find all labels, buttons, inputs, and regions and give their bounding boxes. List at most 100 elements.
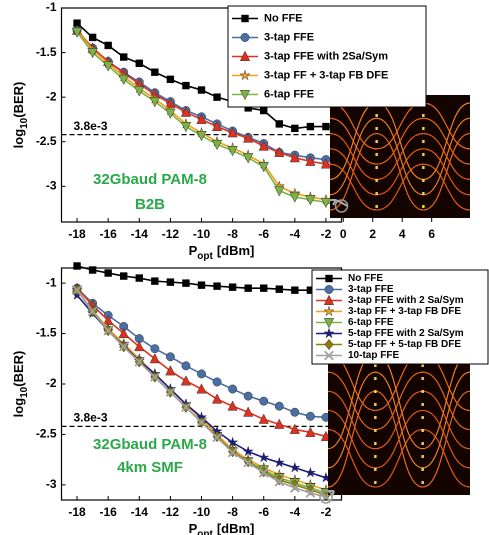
marker <box>307 123 314 130</box>
marker <box>73 262 80 269</box>
x-tick-label: -2 <box>321 505 332 519</box>
x-tick-label: -10 <box>193 227 211 241</box>
y-tick-label: -2 <box>46 89 57 103</box>
marker <box>213 282 220 289</box>
y-tick-label: -3 <box>46 477 57 491</box>
inset-x-tick-label: 6 <box>428 227 435 241</box>
marker <box>182 279 189 286</box>
marker <box>291 408 299 416</box>
marker <box>260 107 267 114</box>
x-tick-label: -8 <box>227 227 238 241</box>
x-tick-label: -8 <box>227 505 238 519</box>
marker <box>198 281 205 288</box>
chart: -1-1.5-2-2.5-3-18-16-14-12-10-8-6-4-2Pop… <box>11 262 488 535</box>
marker <box>228 146 237 155</box>
y-axis-label: log10(BER) <box>11 82 29 149</box>
legend-label: 5-tap FFE with 2 Sa/Sym <box>348 328 464 339</box>
legend-label: 10-tap FFE <box>348 350 399 361</box>
x-label-unit: [dBm] <box>217 521 255 535</box>
legend-label: No FFE <box>264 12 303 24</box>
x-label-main: P <box>189 521 198 535</box>
eye-diagram <box>330 95 470 218</box>
y-tick-label: -2.5 <box>36 427 57 441</box>
marker <box>259 452 269 461</box>
x-tick-label: -14 <box>131 227 149 241</box>
x-tick-label: -12 <box>162 505 180 519</box>
marker <box>197 131 206 140</box>
figure: -1 -1.5 -2 -2.5 -3 -18 -16 -14 -12 -10 -8 -6 -4 -2 Pop… <box>0 0 489 535</box>
page: {"chart_data": [ {"type": "line", "x": [… <box>0 0 489 535</box>
marker <box>197 370 205 378</box>
annotation: 32Gbaud PAM-8 <box>93 171 207 188</box>
legend-label: 3-tap FF + 3-tap FB DFE <box>348 306 461 317</box>
legend-label: No FFE <box>348 273 383 284</box>
y-label-sub: 10 <box>19 117 30 129</box>
marker <box>197 384 206 393</box>
marker <box>274 457 284 466</box>
inset-x-tick-label: 2 <box>369 227 376 241</box>
x-tick-label: -18 <box>68 505 86 519</box>
legend-label: 6-tap FFE <box>348 317 394 328</box>
legend-label: 3-tap FFE <box>264 31 314 43</box>
marker <box>276 285 283 292</box>
marker <box>166 353 174 361</box>
chart: -1-1.5-2-2.5-3-18-16-14-12-10-8-6-4-2Pop… <box>11 0 470 261</box>
marker <box>167 76 174 83</box>
y-tick-label: -1.5 <box>36 326 57 340</box>
marker <box>151 277 158 284</box>
marker <box>229 283 236 290</box>
y-label-sub: 10 <box>19 386 30 398</box>
x-tick-label: -18 <box>68 227 86 241</box>
marker <box>322 123 329 130</box>
marker <box>241 15 248 22</box>
marker <box>181 122 190 131</box>
marker <box>151 344 159 352</box>
marker <box>104 42 111 49</box>
y-tick-label: -2.5 <box>36 134 57 148</box>
x-tick-label: -14 <box>131 505 149 519</box>
series-line <box>77 288 326 417</box>
marker <box>182 82 189 89</box>
annotation: 4km SMF <box>117 459 183 476</box>
marker <box>120 53 127 60</box>
x-tick-label: -16 <box>99 227 117 241</box>
marker <box>291 125 298 132</box>
y-tick-label: -2 <box>46 376 57 390</box>
inset-x-tick-label: 4 <box>399 227 406 241</box>
inset-x-tick-label: 0 <box>340 227 347 241</box>
x-tick-label: -6 <box>258 505 269 519</box>
marker <box>244 392 252 400</box>
marker <box>325 275 332 282</box>
marker <box>291 286 298 293</box>
marker <box>275 402 283 410</box>
marker <box>198 86 205 93</box>
marker <box>260 284 267 291</box>
x-tick-label: -4 <box>289 227 300 241</box>
marker <box>259 414 268 423</box>
marker <box>260 397 268 405</box>
x-label-sub: opt <box>197 529 213 535</box>
marker <box>104 269 111 276</box>
y-tick-label: -1 <box>46 275 57 289</box>
threshold-label: 3.8e-3 <box>74 119 108 133</box>
x-tick-label: -16 <box>99 505 117 519</box>
marker <box>213 93 220 100</box>
x-axis-label: Popt [dBm] <box>189 521 255 535</box>
marker <box>136 274 143 281</box>
y-label-main: log <box>11 129 26 149</box>
y-tick-label: -3 <box>46 179 57 193</box>
marker <box>276 120 283 127</box>
marker <box>305 468 315 477</box>
marker <box>120 272 127 279</box>
marker <box>325 285 333 293</box>
marker <box>89 34 96 41</box>
x-tick-label: -4 <box>289 505 300 519</box>
marker <box>166 366 175 375</box>
marker <box>181 376 190 385</box>
annotation: 32Gbaud PAM-8 <box>93 436 207 453</box>
x-tick-label: -12 <box>162 227 180 241</box>
legend-label: 3-tap FFE with 2 Sa/Sym <box>348 295 464 306</box>
marker <box>150 354 159 363</box>
y-label-rest: (BER) <box>11 82 26 118</box>
legend-label: 5-tap FF + 5-tap FB DFE <box>348 339 461 350</box>
